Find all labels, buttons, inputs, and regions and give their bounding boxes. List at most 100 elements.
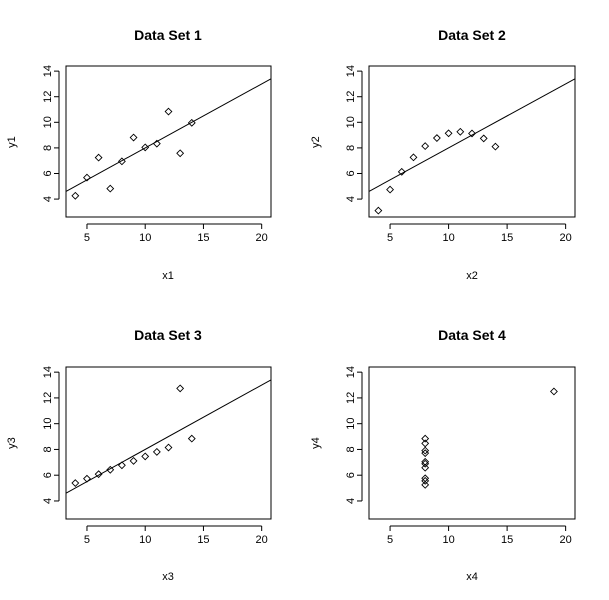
data-point: [94, 153, 103, 162]
y-tick-label: 10: [42, 116, 54, 128]
x-tick-label: 15: [501, 232, 513, 244]
data-point: [409, 153, 418, 162]
y-tick-label: 10: [42, 418, 54, 430]
y-tick-label: 10: [345, 418, 357, 430]
data-point: [129, 456, 138, 465]
data-point: [421, 480, 430, 489]
regression-line: [65, 379, 272, 494]
y-tick-label: 6: [345, 170, 357, 176]
data-point: [152, 139, 161, 148]
x-tick-label: 20: [560, 232, 572, 244]
x-tick-label: 10: [442, 232, 454, 244]
y-tick-label: 8: [345, 145, 357, 151]
x-tick-label: 15: [197, 232, 209, 244]
x-tick-label: 10: [442, 534, 454, 546]
x-tick-label: 5: [84, 232, 90, 244]
data-point: [397, 167, 406, 176]
x-tick-label: 20: [560, 534, 572, 546]
data-point: [106, 465, 115, 474]
data-point: [421, 434, 430, 443]
y-axis-label: y3: [6, 437, 18, 449]
data-point: [141, 452, 150, 461]
x-tick-label: 10: [139, 534, 151, 546]
data-point: [432, 134, 441, 142]
plot-area: [368, 65, 576, 218]
data-point: [479, 134, 488, 143]
x-tick-label: 20: [256, 534, 268, 546]
regression-line: [65, 78, 272, 192]
data-point: [71, 479, 80, 487]
x-tick-label: 10: [139, 232, 151, 244]
y-tick-label: 12: [345, 392, 357, 404]
data-point: [176, 384, 185, 393]
data-point: [187, 434, 196, 443]
y-tick-label: 14: [42, 65, 54, 77]
data-point: [421, 459, 430, 468]
data-point: [83, 474, 91, 483]
x-tick-label: 15: [501, 534, 513, 546]
data-point: [421, 476, 430, 485]
data-point: [176, 149, 185, 158]
data-point: [374, 206, 383, 215]
y-axis-label: y1: [6, 136, 18, 148]
regression-line: [368, 78, 576, 192]
y-tick-label: 4: [42, 498, 54, 504]
plot-area: [368, 366, 576, 520]
data-point: [164, 107, 173, 116]
data-point: [187, 118, 196, 127]
data-point: [71, 191, 80, 200]
x-tick-label: 5: [84, 534, 90, 546]
panel-title: Data Set 2: [438, 27, 506, 43]
y-tick-label: 14: [42, 366, 54, 378]
panel-title: Data Set 3: [134, 327, 202, 343]
data-point: [152, 447, 161, 456]
y-tick-label: 12: [345, 91, 357, 103]
y-tick-label: 10: [345, 116, 357, 128]
panel-data-set-4: Data Set 4 x4 y4 5 10 15 20 4 6 8 10 12 14: [310, 327, 576, 583]
data-point: [94, 470, 103, 479]
plot-area: [65, 65, 272, 218]
x-tick-label: 15: [197, 534, 209, 546]
y-axis-label: y2: [310, 136, 322, 148]
y-tick-label: 8: [345, 446, 357, 452]
panel-data-set-3: Data Set 3 x3 y3 5 10 15 20 4 6 8 10 12 14: [6, 327, 272, 583]
plot-area: [65, 366, 272, 520]
y-tick-label: 12: [42, 392, 54, 404]
y-tick-label: 6: [42, 472, 54, 478]
panel-title: Data Set 1: [134, 27, 202, 43]
data-point: [129, 133, 138, 142]
data-point: [421, 446, 430, 455]
panel-data-set-1: Data Set 1 x1 y1 5 10 15 20 4 6 8 10 12 14: [6, 27, 272, 282]
y-tick-label: 4: [345, 196, 357, 202]
y-tick-label: 14: [345, 366, 357, 378]
x-axis-label: x2: [466, 270, 478, 282]
data-point: [141, 143, 150, 152]
data-point: [468, 129, 476, 138]
data-point: [106, 184, 115, 193]
data-point: [83, 173, 91, 182]
data-point: [421, 457, 430, 466]
panel-data-set-2: Data Set 2 x2 y2 5 10 15 20 4 6 8 10 12 14: [310, 27, 576, 282]
data-point: [421, 463, 430, 472]
x-axis-label: x4: [466, 571, 478, 583]
data-point: [491, 142, 500, 151]
y-tick-label: 6: [345, 472, 357, 478]
x-axis-label: x3: [162, 571, 174, 583]
data-point: [386, 185, 395, 194]
y-tick-label: 4: [345, 498, 357, 504]
y-tick-label: 8: [42, 145, 54, 151]
data-point: [117, 461, 126, 470]
data-point: [456, 127, 465, 136]
data-point: [421, 142, 430, 151]
y-tick-label: 6: [42, 170, 54, 176]
x-tick-label: 20: [256, 232, 268, 244]
y-tick-label: 14: [345, 65, 357, 77]
data-point: [444, 129, 453, 138]
x-axis-label: x1: [162, 270, 174, 282]
data-point: [117, 157, 126, 166]
y-tick-label: 8: [42, 446, 54, 452]
panel-title: Data Set 4: [438, 327, 506, 343]
data-point: [164, 443, 173, 452]
